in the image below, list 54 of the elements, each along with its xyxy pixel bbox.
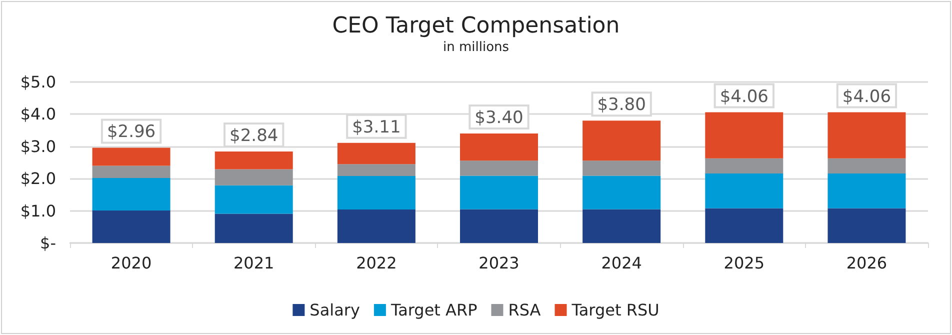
y-tick-label: $5.0 [20, 72, 56, 92]
x-tick-label: 2021 [234, 254, 274, 272]
total-label: $4.06 [720, 86, 768, 107]
bar [705, 112, 784, 158]
bar [214, 185, 293, 214]
bar [705, 158, 784, 174]
bar [92, 148, 170, 166]
total-label: $3.40 [474, 108, 524, 128]
total-label: $2.96 [106, 122, 156, 142]
bar [337, 142, 416, 164]
bar [92, 210, 170, 243]
legend-label: RSA [508, 300, 541, 320]
bar [214, 152, 293, 170]
bar [460, 209, 538, 243]
x-tick-label: 2022 [356, 254, 397, 272]
bar [460, 176, 538, 210]
bar [828, 112, 906, 158]
bar [337, 176, 416, 210]
x-tick-label: 2024 [601, 254, 642, 272]
total-label: $2.84 [230, 126, 278, 146]
bar [582, 120, 661, 161]
bar [582, 176, 661, 210]
x-tick-label: 2026 [846, 254, 888, 272]
bar [705, 208, 784, 243]
x-tick-label: 2025 [724, 254, 764, 272]
bar [828, 158, 906, 174]
bar [828, 208, 906, 243]
y-tick-label: $4.0 [20, 104, 56, 124]
total-label: $3.11 [352, 117, 401, 138]
bar [582, 209, 661, 243]
x-tick-label: 2020 [110, 254, 152, 272]
chart-subtitle: in millions [442, 40, 510, 55]
bar [828, 173, 906, 208]
legend-label: Target RSU [570, 300, 660, 320]
bar [582, 160, 661, 176]
bar [705, 173, 784, 208]
y-tick-label: $2.0 [20, 169, 56, 188]
total-label: $3.80 [597, 95, 646, 116]
bar [337, 164, 416, 176]
bar [460, 160, 538, 176]
total-label: $4.06 [842, 86, 892, 107]
legend-label: Salary [310, 300, 360, 320]
y-tick-label: $- [40, 234, 56, 252]
legend-label: Target ARP [390, 300, 478, 320]
y-tick-label: $1.0 [20, 201, 56, 220]
bar [92, 178, 170, 210]
bar [92, 166, 170, 178]
bar [460, 134, 538, 161]
chart-title: CEO Target Compensation [332, 14, 620, 38]
bar [337, 210, 416, 243]
y-tick-label: $3.0 [20, 136, 56, 156]
bar [214, 214, 293, 243]
bar [214, 169, 293, 186]
x-tick-label: 2023 [478, 254, 520, 272]
